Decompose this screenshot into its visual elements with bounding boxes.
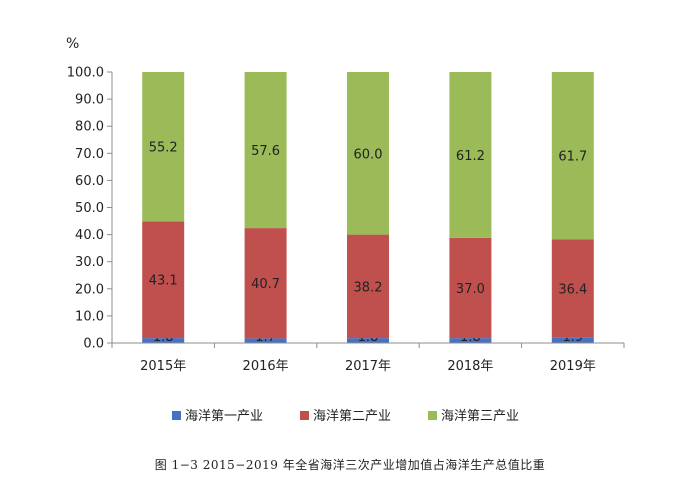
y-tick-label: 40.0 bbox=[75, 228, 104, 243]
legend-entry: 海洋第二产业 bbox=[313, 409, 391, 424]
bar-segment bbox=[449, 237, 492, 339]
y-tick-label: 90.0 bbox=[75, 93, 104, 108]
x-category-label: 2019年 bbox=[550, 359, 596, 374]
bars: 1.843.155.21.740.757.61.838.260.01.837.0… bbox=[142, 72, 594, 345]
y-tick-label: 0.0 bbox=[83, 337, 104, 352]
y-tick-label: 50.0 bbox=[75, 201, 104, 216]
legend: 海洋第一产业 海洋第二产业 海洋第三产业 bbox=[172, 409, 519, 424]
legend-swatch bbox=[172, 411, 181, 420]
bar-segment bbox=[244, 228, 287, 339]
y-axis: 0.0 10.0 20.0 30.0 40.0 50.0 60.0 70.0 80.0 90.0 1… bbox=[67, 66, 113, 352]
bar-segment bbox=[551, 72, 594, 240]
data-label: 43.1 bbox=[149, 274, 178, 289]
data-label: 57.6 bbox=[251, 144, 280, 159]
y-tick-label: 60.0 bbox=[75, 174, 104, 189]
x-category-label: 2018年 bbox=[447, 359, 493, 374]
x-axis: 2015年 2016年 2017年 2018年 2019年 bbox=[111, 342, 625, 374]
bar-segment bbox=[142, 221, 185, 339]
data-label: 36.4 bbox=[558, 283, 587, 298]
data-label: 55.2 bbox=[149, 141, 178, 156]
y-axis-unit: % bbox=[66, 36, 79, 52]
legend-entry: 海洋第三产业 bbox=[441, 409, 519, 424]
data-label: 37.0 bbox=[456, 282, 485, 297]
bar-segment bbox=[449, 338, 492, 343]
bar-segment bbox=[347, 72, 389, 235]
bar-segment bbox=[244, 338, 287, 343]
bar-segment bbox=[449, 72, 492, 238]
legend-entry: 海洋第一产业 bbox=[185, 409, 263, 424]
legend-swatch bbox=[428, 411, 437, 420]
bar-segment bbox=[142, 72, 185, 222]
y-tick-label: 10.0 bbox=[75, 309, 104, 324]
bar-segment bbox=[551, 337, 594, 343]
data-label: 61.2 bbox=[456, 149, 485, 164]
y-tick-label: 30.0 bbox=[75, 255, 104, 270]
x-category-label: 2016年 bbox=[243, 359, 289, 374]
bar-segment bbox=[244, 72, 287, 229]
y-tick-label: 70.0 bbox=[75, 147, 104, 162]
data-label: 40.7 bbox=[251, 277, 280, 292]
bar-segment bbox=[551, 239, 594, 338]
legend-swatch bbox=[300, 411, 309, 420]
figure-caption: 图 1−3 2015−2019 年全省海洋三次产业增加值占海洋生产总值比重 bbox=[154, 458, 546, 472]
y-tick-label: 80.0 bbox=[75, 120, 104, 135]
data-label: 61.7 bbox=[558, 150, 587, 165]
data-label: 60.0 bbox=[354, 147, 383, 162]
y-tick-label: 20.0 bbox=[75, 282, 104, 297]
y-tick-label: 100.0 bbox=[67, 66, 104, 81]
bar-segment bbox=[142, 338, 185, 343]
bar-segment bbox=[347, 338, 389, 343]
x-category-label: 2015年 bbox=[140, 359, 186, 374]
x-category-label: 2017年 bbox=[345, 359, 391, 374]
bar-segment bbox=[347, 234, 389, 339]
data-label: 38.2 bbox=[354, 280, 383, 295]
